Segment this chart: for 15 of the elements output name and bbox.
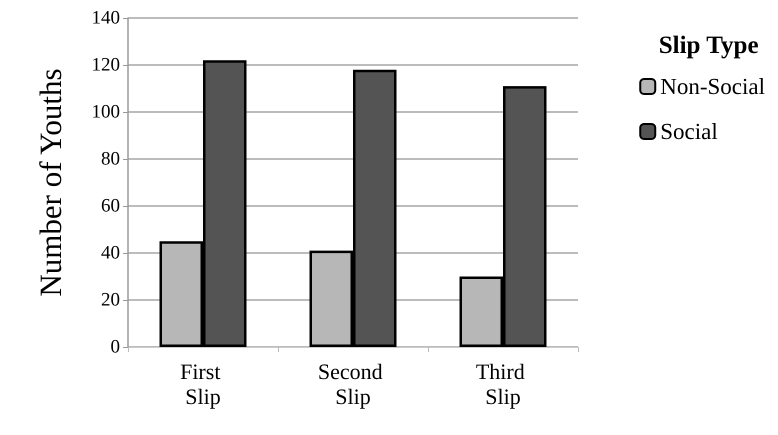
x-tick-label: Third Slip — [476, 359, 530, 409]
y-tick-label: 120 — [92, 54, 120, 76]
x-tick-label: First Slip — [180, 359, 226, 409]
y-tick-label: 40 — [101, 242, 120, 264]
legend-title: Slip Type — [658, 32, 759, 59]
y-tick-label: 20 — [101, 290, 120, 310]
legend-label: Non-Social — [660, 74, 766, 99]
y-tick-label: 100 — [92, 102, 120, 122]
y-axis-title: Number of Youths — [33, 68, 68, 297]
y-tick-label: 60 — [101, 196, 120, 216]
legend-label: Social — [660, 119, 718, 144]
y-tick-label: 80 — [101, 148, 120, 170]
y-tick-label: 140 — [92, 8, 120, 28]
y-tick-label: 0 — [110, 336, 120, 358]
x-tick-label: Second Slip — [318, 359, 388, 409]
